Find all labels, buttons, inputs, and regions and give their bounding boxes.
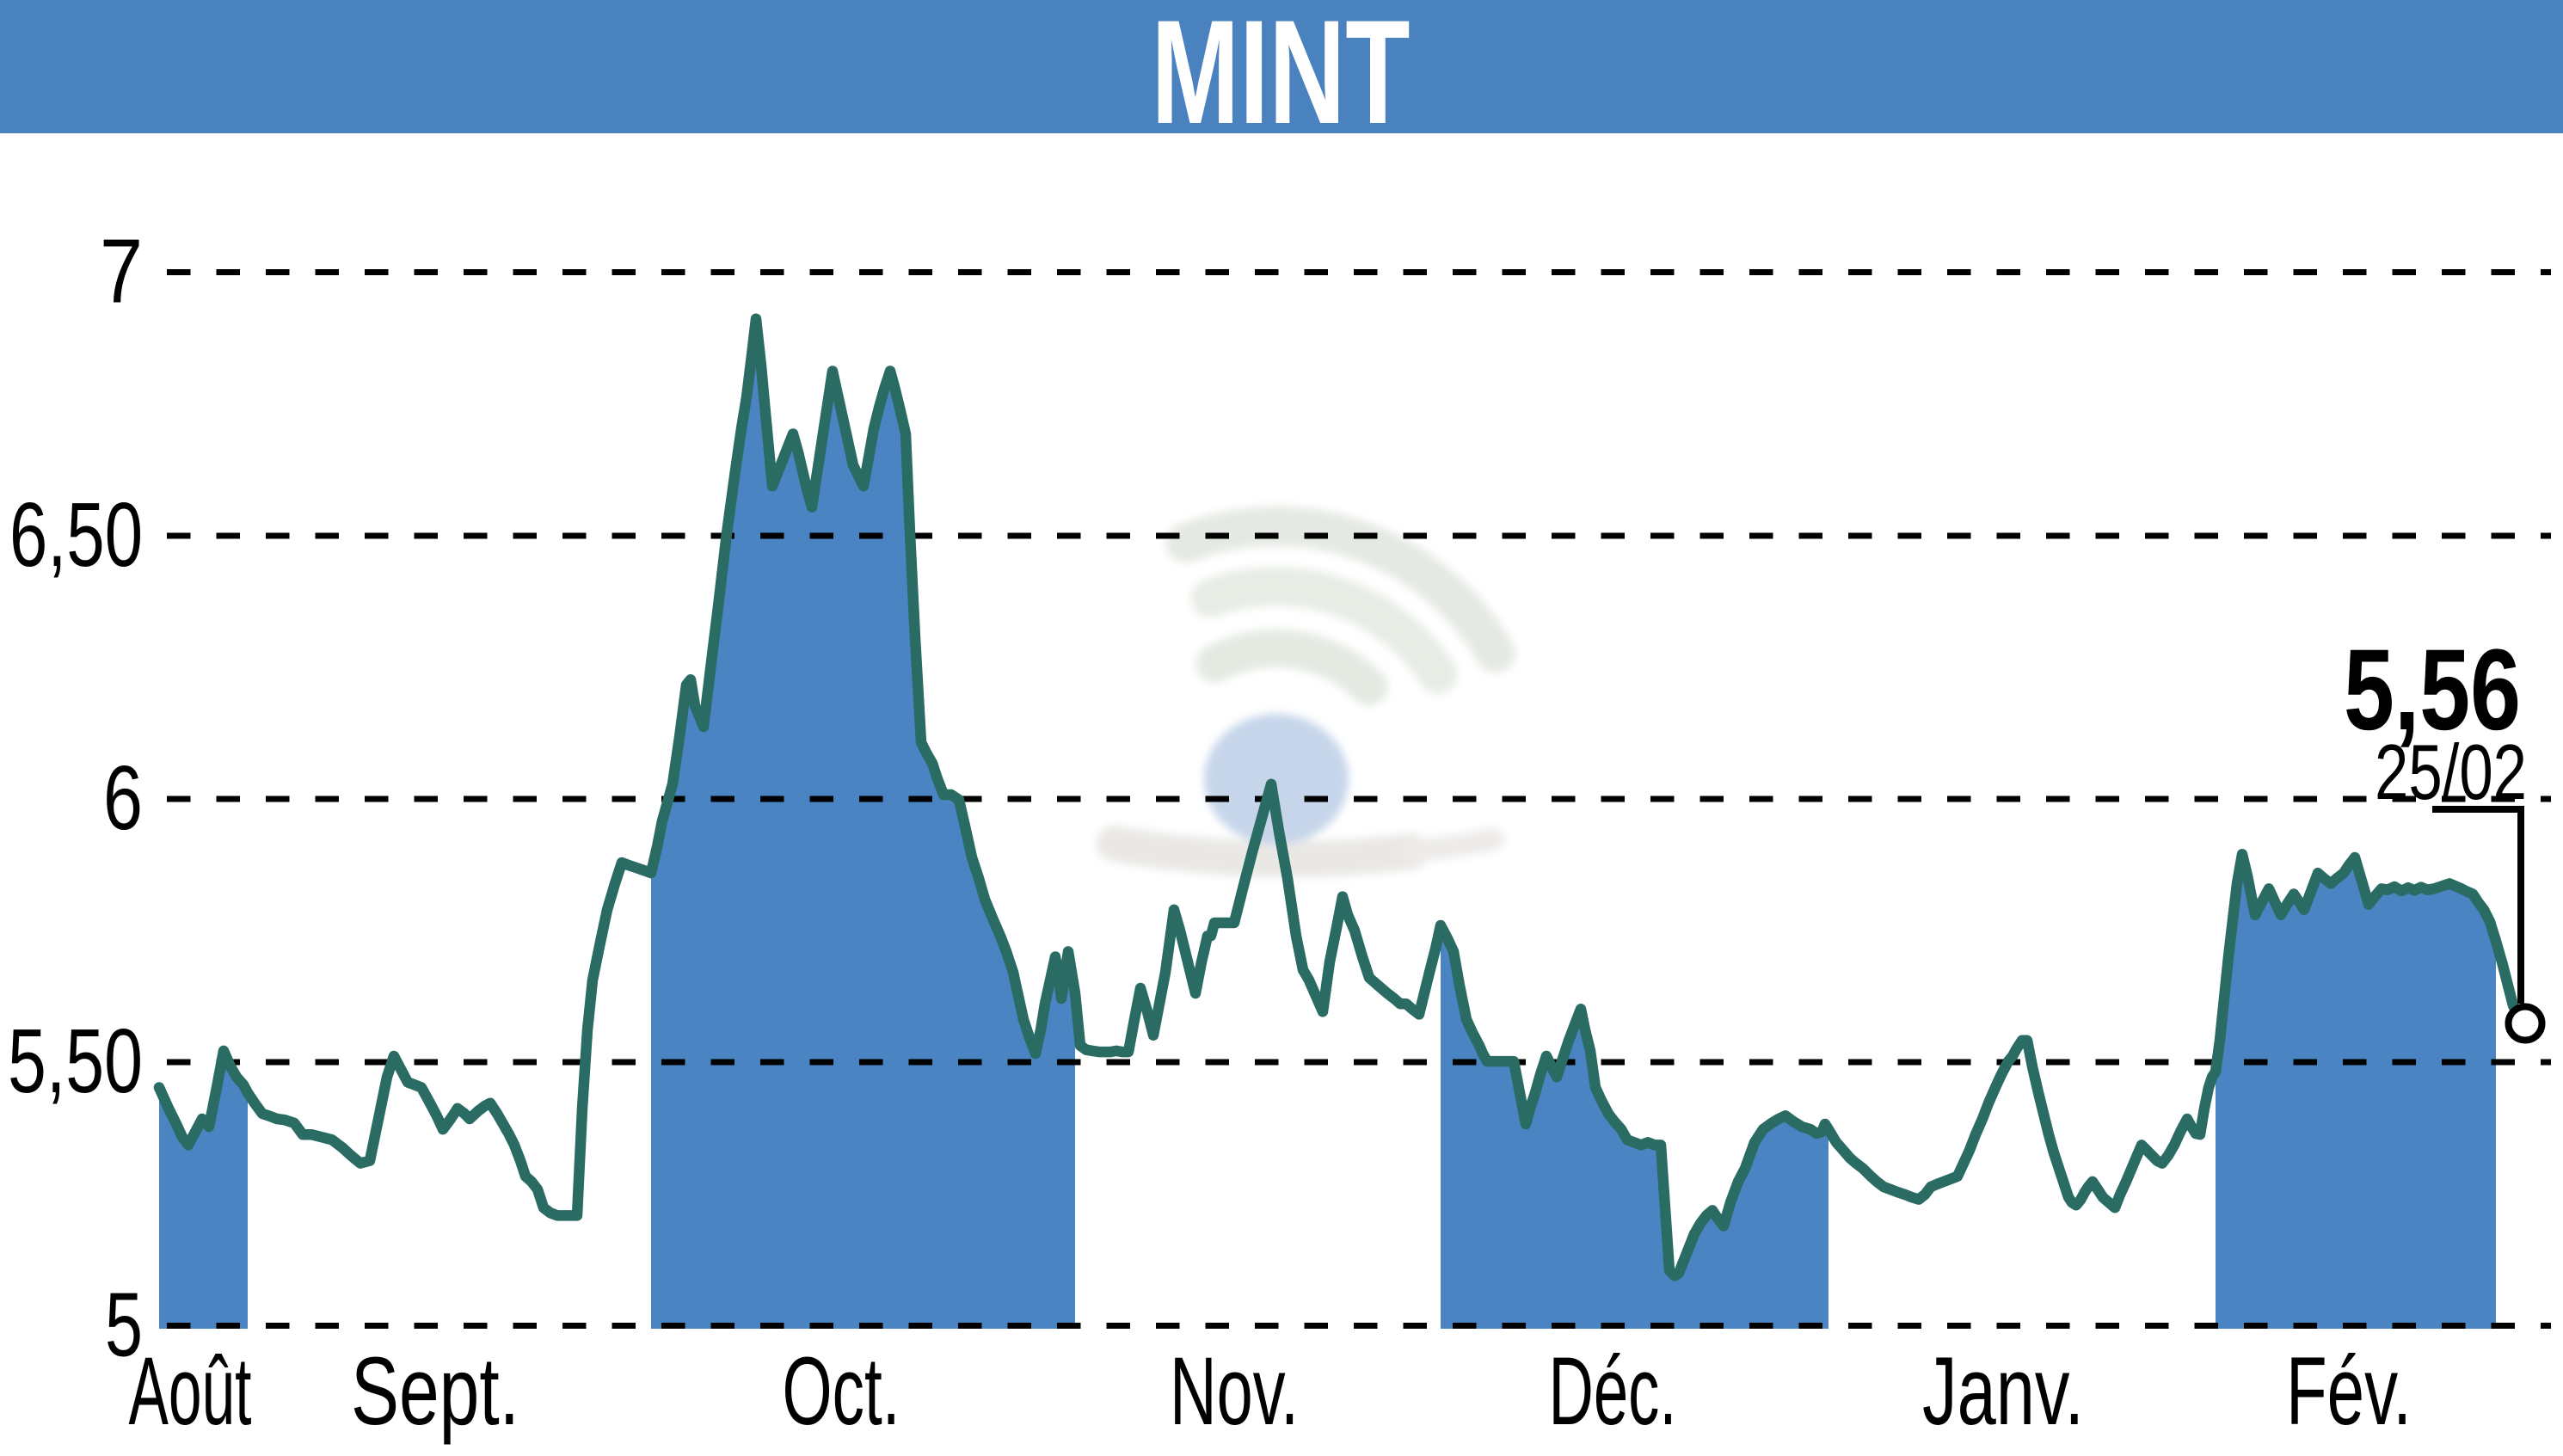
svg-text:6,50: 6,50 xyxy=(9,484,143,586)
svg-text:7: 7 xyxy=(100,221,143,323)
svg-text:5,56: 5,56 xyxy=(2344,626,2521,754)
svg-text:25/02: 25/02 xyxy=(2375,729,2527,816)
svg-text:Fév.: Fév. xyxy=(2286,1337,2412,1445)
svg-text:MINT: MINT xyxy=(1152,0,1411,155)
svg-text:Janv.: Janv. xyxy=(1922,1337,2084,1445)
svg-text:Oct.: Oct. xyxy=(783,1337,900,1445)
svg-text:Août: Août xyxy=(129,1337,252,1445)
svg-text:Déc.: Déc. xyxy=(1549,1337,1677,1445)
svg-text:5,50: 5,50 xyxy=(8,1011,143,1112)
svg-text:6: 6 xyxy=(103,747,143,849)
svg-text:5: 5 xyxy=(105,1275,143,1376)
svg-text:Sept.: Sept. xyxy=(351,1337,519,1445)
svg-text:Nov.: Nov. xyxy=(1170,1337,1299,1445)
